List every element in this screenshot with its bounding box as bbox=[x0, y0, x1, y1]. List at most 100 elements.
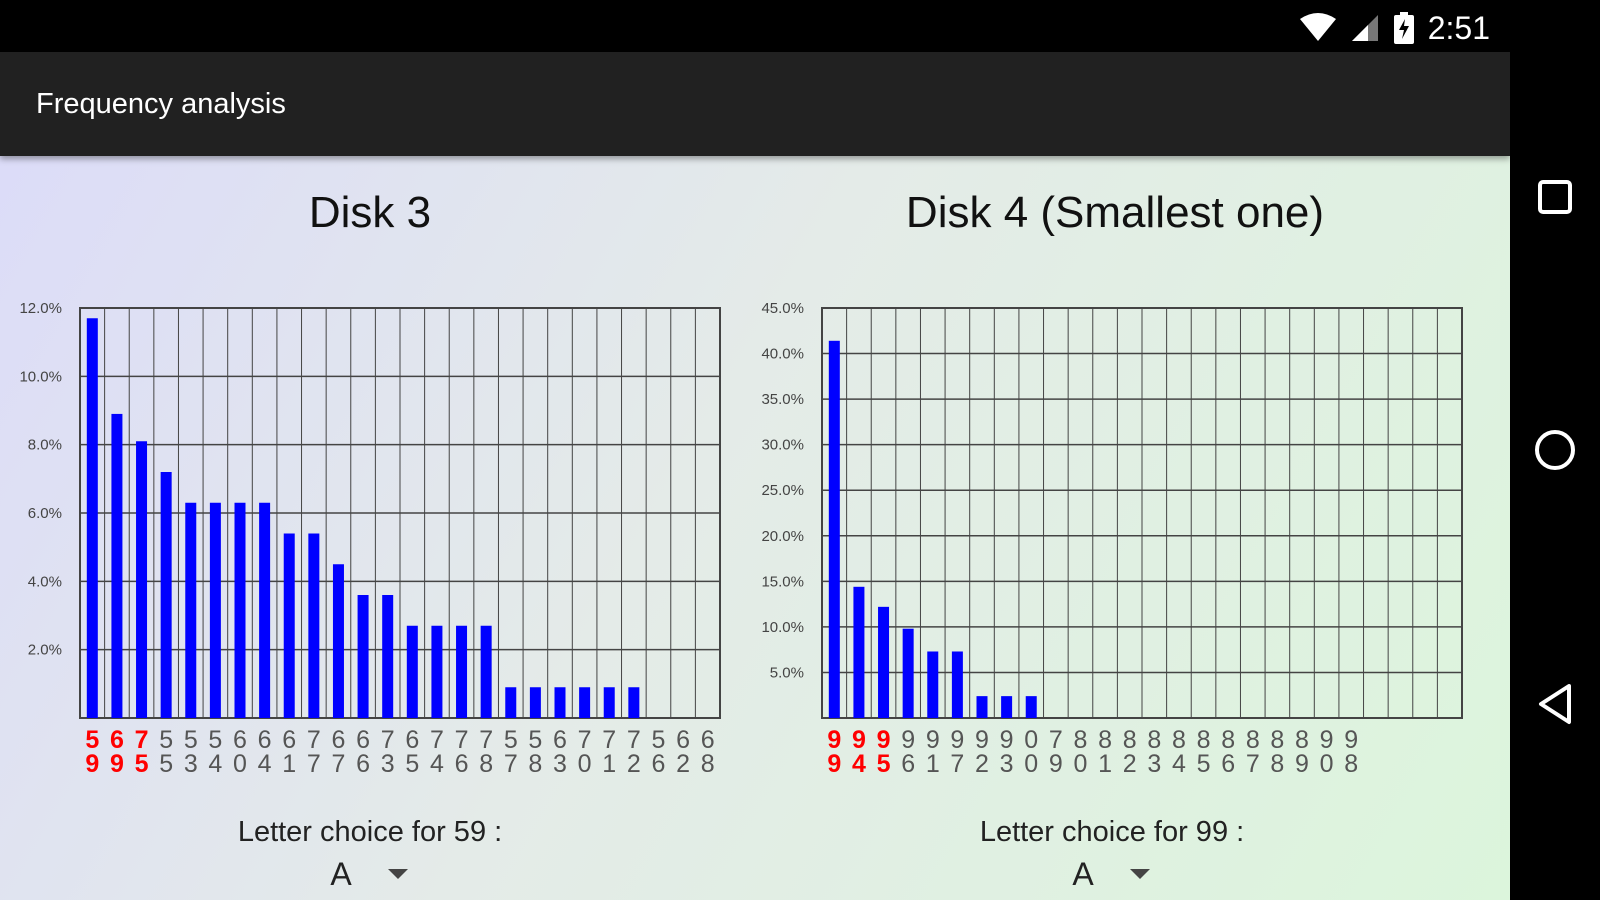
bar-91 bbox=[927, 651, 939, 718]
status-bar: 2:51 bbox=[0, 0, 1510, 52]
x-tick-label-94-digit1: 9 bbox=[852, 726, 866, 754]
dropdown-arrow-icon bbox=[388, 869, 408, 879]
bar-54 bbox=[209, 502, 221, 718]
x-tick-label-82-digit1: 8 bbox=[1123, 726, 1137, 754]
x-tick-label-58-digit1: 5 bbox=[528, 726, 542, 754]
x-tick-label-71-digit2: 1 bbox=[602, 750, 616, 778]
x-tick-label-64-digit2: 4 bbox=[258, 750, 272, 778]
app-title: Frequency analysis bbox=[36, 88, 286, 120]
y-tick-label: 4.0% bbox=[28, 573, 62, 590]
spinner-value: A bbox=[330, 855, 352, 892]
x-tick-label-53-digit2: 3 bbox=[184, 750, 198, 778]
bar-63 bbox=[554, 687, 566, 718]
signal-icon bbox=[1351, 15, 1378, 41]
bar-72 bbox=[628, 687, 640, 718]
x-tick-label-94-digit2: 4 bbox=[852, 750, 866, 778]
x-tick-label-76-digit2: 6 bbox=[455, 750, 469, 778]
x-tick-label-57-digit1: 5 bbox=[504, 726, 518, 754]
x-tick-label-89-digit2: 9 bbox=[1295, 750, 1309, 778]
x-tick-label-60-digit1: 6 bbox=[233, 726, 247, 754]
x-tick-label-55-digit2: 5 bbox=[159, 750, 173, 778]
battery-charging-icon bbox=[1393, 12, 1414, 44]
x-tick-label-78-digit1: 7 bbox=[479, 726, 493, 754]
y-tick-label: 10.0% bbox=[761, 619, 804, 636]
x-tick-label-70-digit1: 7 bbox=[578, 726, 592, 754]
bar-75 bbox=[136, 441, 148, 718]
letter-choice-label-59: Letter choice for 59 : bbox=[237, 816, 503, 848]
x-tick-label-96-digit1: 9 bbox=[901, 726, 915, 754]
x-tick-label-85-digit1: 8 bbox=[1197, 726, 1211, 754]
x-tick-label-75-digit2: 5 bbox=[135, 750, 149, 778]
x-tick-label-85-digit2: 5 bbox=[1197, 750, 1211, 778]
x-tick-label-72-digit2: 2 bbox=[627, 750, 641, 778]
x-tick-label-91-digit1: 9 bbox=[926, 726, 940, 754]
x-tick-label-55-digit1: 5 bbox=[159, 726, 173, 754]
y-tick-label: 35.0% bbox=[761, 391, 804, 408]
x-tick-label-54-digit2: 4 bbox=[208, 750, 222, 778]
bar-53 bbox=[185, 502, 197, 718]
x-tick-label-95-digit1: 9 bbox=[877, 726, 891, 754]
bar-66 bbox=[357, 595, 369, 718]
bar-95 bbox=[878, 606, 890, 718]
bar-78 bbox=[480, 625, 492, 718]
bar-97 bbox=[951, 651, 963, 718]
x-tick-label-93-digit1: 9 bbox=[1000, 726, 1014, 754]
x-tick-label-92-digit2: 2 bbox=[975, 750, 989, 778]
x-tick-label-69-digit1: 6 bbox=[110, 726, 124, 754]
clock: 2:51 bbox=[1427, 9, 1490, 46]
x-tick-label-63-digit2: 3 bbox=[553, 750, 567, 778]
bar-96 bbox=[902, 628, 914, 718]
x-tick-label-90-digit1: 9 bbox=[1320, 726, 1334, 754]
bar-69 bbox=[111, 413, 123, 718]
panel-title-disk3: Disk 3 bbox=[308, 188, 432, 237]
x-tick-label-77-digit2: 7 bbox=[307, 750, 321, 778]
status-icons: 2:51 bbox=[1299, 8, 1490, 48]
bar-61 bbox=[283, 533, 295, 718]
x-tick-label-84-digit1: 8 bbox=[1172, 726, 1186, 754]
y-tick-label: 45.0% bbox=[761, 300, 804, 317]
x-tick-label-71-digit1: 7 bbox=[602, 726, 616, 754]
recents-button[interactable] bbox=[1510, 167, 1600, 227]
y-tick-label: 30.0% bbox=[761, 437, 804, 454]
y-tick-label: 25.0% bbox=[761, 482, 804, 499]
disk4-frequency-chart: 5.0% 10.0% 15.0% 20.0% 25.0% 30.0% 35.0% 40.0% 4… bbox=[761, 300, 1463, 778]
navigation-bar bbox=[1510, 0, 1600, 900]
bar-65 bbox=[406, 625, 418, 718]
x-tick-label-96-digit2: 6 bbox=[901, 750, 915, 778]
letter-choice-label-99: Letter choice for 99 : bbox=[979, 816, 1245, 848]
dropdown-arrow-icon bbox=[1130, 869, 1150, 879]
x-tick-label-88-digit1: 8 bbox=[1270, 726, 1284, 754]
x-tick-label-56-digit1: 5 bbox=[652, 726, 666, 754]
x-tick-label-99-digit1: 9 bbox=[827, 726, 841, 754]
x-tick-label-84-digit2: 4 bbox=[1172, 750, 1186, 778]
x-tick-label-56-digit2: 6 bbox=[652, 750, 666, 778]
x-tick-label-66-digit2: 6 bbox=[356, 750, 370, 778]
back-button[interactable] bbox=[1510, 674, 1600, 734]
x-tick-label-68-digit1: 6 bbox=[701, 726, 715, 754]
x-tick-label-98-digit2: 8 bbox=[1344, 750, 1358, 778]
x-tick-label-74-digit1: 7 bbox=[430, 726, 444, 754]
x-tick-label-88-digit2: 8 bbox=[1270, 750, 1284, 778]
x-tick-label-74-digit2: 4 bbox=[430, 750, 444, 778]
x-tick-label-89-digit1: 8 bbox=[1295, 726, 1309, 754]
y-tick-label: 40.0% bbox=[761, 346, 804, 363]
x-tick-label-99-digit2: 9 bbox=[827, 750, 841, 778]
x-tick-label-59-digit2: 9 bbox=[85, 750, 99, 778]
bar-59 bbox=[86, 318, 98, 718]
x-tick-label-90-digit2: 0 bbox=[1320, 750, 1334, 778]
x-tick-label-54-digit1: 5 bbox=[208, 726, 222, 754]
bar-92 bbox=[976, 696, 988, 718]
disk3-frequency-chart: 2.0%4.0%6.0%8.0%10.0%12.0%59697555535460… bbox=[19, 300, 721, 778]
x-tick-label-97-digit2: 7 bbox=[950, 750, 964, 778]
x-tick-label-64-digit1: 6 bbox=[258, 726, 272, 754]
x-tick-label-92-digit1: 9 bbox=[975, 726, 989, 754]
bar-57 bbox=[505, 687, 517, 718]
letter-choice-spinner-59[interactable]: A bbox=[316, 852, 408, 896]
home-button[interactable] bbox=[1510, 420, 1600, 480]
bar-71 bbox=[603, 687, 615, 718]
bar-00 bbox=[1025, 696, 1037, 718]
bar-67 bbox=[332, 564, 344, 718]
letter-choice-spinner-99[interactable]: A bbox=[1058, 852, 1150, 896]
bar-94 bbox=[853, 586, 865, 718]
x-tick-label-95-digit2: 5 bbox=[877, 750, 891, 778]
